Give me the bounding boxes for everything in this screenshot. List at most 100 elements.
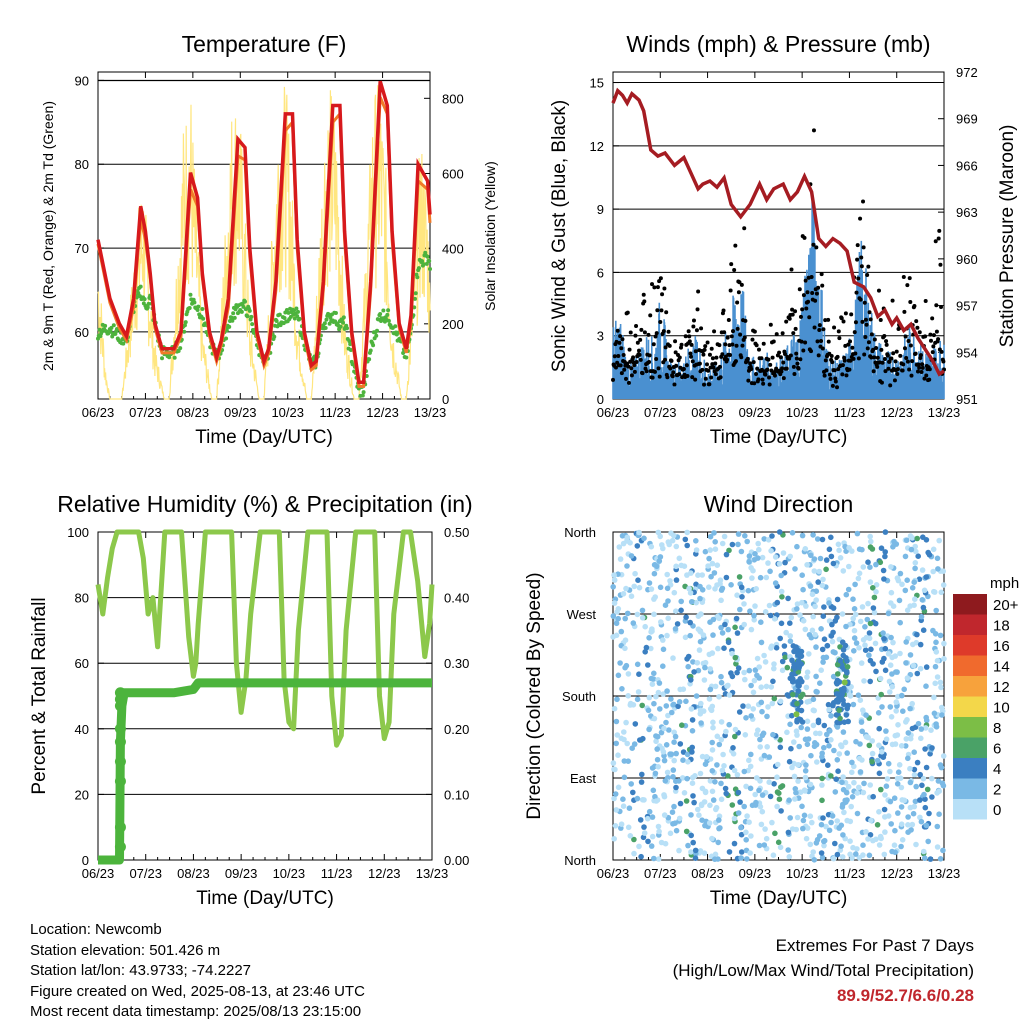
gust-point: [708, 365, 713, 370]
dewpoint-point: [367, 357, 372, 362]
gust-point: [657, 374, 662, 379]
gust-point: [859, 255, 864, 260]
direction-point: [897, 650, 903, 657]
direction-point: [882, 792, 888, 798]
gust-point: [732, 268, 737, 273]
direction-point: [917, 771, 923, 778]
direction-point: [768, 643, 775, 649]
precip-points: [114, 687, 126, 853]
direction-point: [673, 784, 679, 791]
direction-point: [907, 652, 914, 658]
direction-point: [847, 818, 854, 825]
direction-point: [929, 745, 935, 751]
direction-point: [673, 563, 679, 570]
direction-point: [833, 712, 840, 718]
direction-point: [699, 572, 705, 578]
legend-swatch: [953, 635, 987, 656]
direction-point: [749, 575, 755, 581]
direction-point: [712, 856, 718, 862]
direction-point: [807, 813, 814, 819]
direction-point: [628, 781, 634, 787]
y-right-tick-label: 954: [956, 345, 978, 360]
direction-point: [793, 711, 800, 718]
direction-point: [676, 699, 683, 705]
direction-point: [643, 644, 650, 651]
dewpoint-point: [274, 319, 279, 324]
direction-point: [808, 552, 814, 559]
direction-point: [934, 844, 941, 850]
direction-point: [905, 814, 911, 820]
gust-point: [888, 383, 893, 388]
gust-point: [885, 353, 890, 358]
direction-point: [819, 582, 826, 589]
direction-point: [709, 739, 715, 746]
direction-point: [854, 790, 861, 796]
direction-point: [852, 581, 858, 588]
direction-point: [852, 611, 859, 618]
dewpoint-point: [368, 348, 373, 353]
direction-point: [759, 554, 766, 561]
gust-point: [823, 358, 828, 363]
direction-point: [677, 741, 684, 747]
gust-point: [919, 369, 924, 374]
gust-point: [621, 353, 626, 358]
gust-point: [737, 280, 742, 285]
direction-point: [916, 576, 923, 582]
direction-point: [820, 576, 826, 583]
direction-point: [721, 763, 727, 769]
gust-point: [928, 332, 933, 337]
direction-point: [743, 715, 749, 721]
precip-point: [114, 687, 126, 699]
direction-point: [641, 824, 647, 830]
direction-point: [683, 798, 690, 804]
direction-point: [737, 606, 743, 613]
direction-point: [767, 612, 774, 619]
gust-point: [660, 292, 665, 297]
direction-point: [701, 850, 708, 856]
direction-point: [789, 657, 795, 664]
direction-point: [807, 781, 814, 788]
direction-point: [613, 620, 620, 627]
direction-point: [673, 577, 680, 583]
gust-point: [933, 239, 938, 244]
gust-point: [761, 341, 766, 346]
direction-point: [843, 789, 850, 796]
direction-point: [691, 799, 697, 806]
direction-point: [904, 675, 911, 681]
direction-point: [626, 805, 633, 811]
gust-point: [811, 128, 816, 133]
direction-point: [935, 566, 941, 572]
gust-point: [702, 382, 707, 387]
gust-point: [783, 352, 788, 357]
y-right-tick-label: 966: [956, 158, 978, 173]
direction-point: [920, 604, 927, 611]
direction-point: [780, 550, 787, 556]
direction-point: [716, 741, 723, 748]
dewpoint-point: [347, 339, 352, 344]
gust-point: [824, 368, 829, 373]
gust-point: [812, 325, 817, 330]
direction-point: [825, 762, 831, 768]
direction-point: [611, 572, 617, 578]
gust-point: [797, 287, 802, 292]
gust-point: [806, 299, 811, 304]
direction-point: [731, 815, 738, 822]
direction-point: [813, 840, 820, 846]
direction-point: [742, 732, 749, 738]
direction-point: [767, 793, 774, 800]
direction-point: [639, 797, 646, 803]
direction-point: [735, 541, 741, 548]
dewpoint-point: [247, 308, 252, 313]
direction-point: [887, 768, 893, 775]
direction-point: [635, 689, 642, 695]
direction-point: [923, 714, 929, 721]
direction-point: [716, 694, 722, 700]
direction-point: [781, 643, 788, 649]
x-tick-label: 11/23: [834, 405, 866, 420]
direction-point: [653, 738, 659, 745]
direction-point: [732, 733, 738, 740]
gust-point: [718, 375, 723, 380]
gust-point: [664, 310, 669, 315]
direction-point: [776, 796, 783, 802]
legend-label: 10: [993, 700, 1010, 717]
